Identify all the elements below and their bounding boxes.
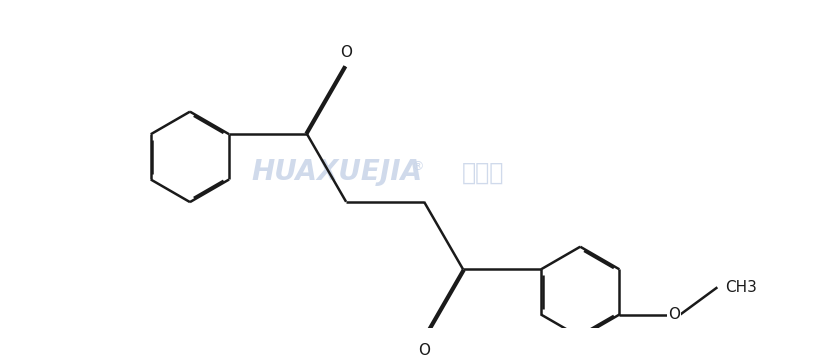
Text: HUAXUEJIA: HUAXUEJIA: [251, 158, 423, 187]
Text: CH3: CH3: [725, 280, 757, 295]
Text: 化学加: 化学加: [461, 161, 504, 184]
Text: ®: ®: [412, 160, 423, 173]
Text: O: O: [340, 46, 352, 61]
Text: O: O: [668, 307, 680, 322]
Text: O: O: [418, 343, 430, 356]
